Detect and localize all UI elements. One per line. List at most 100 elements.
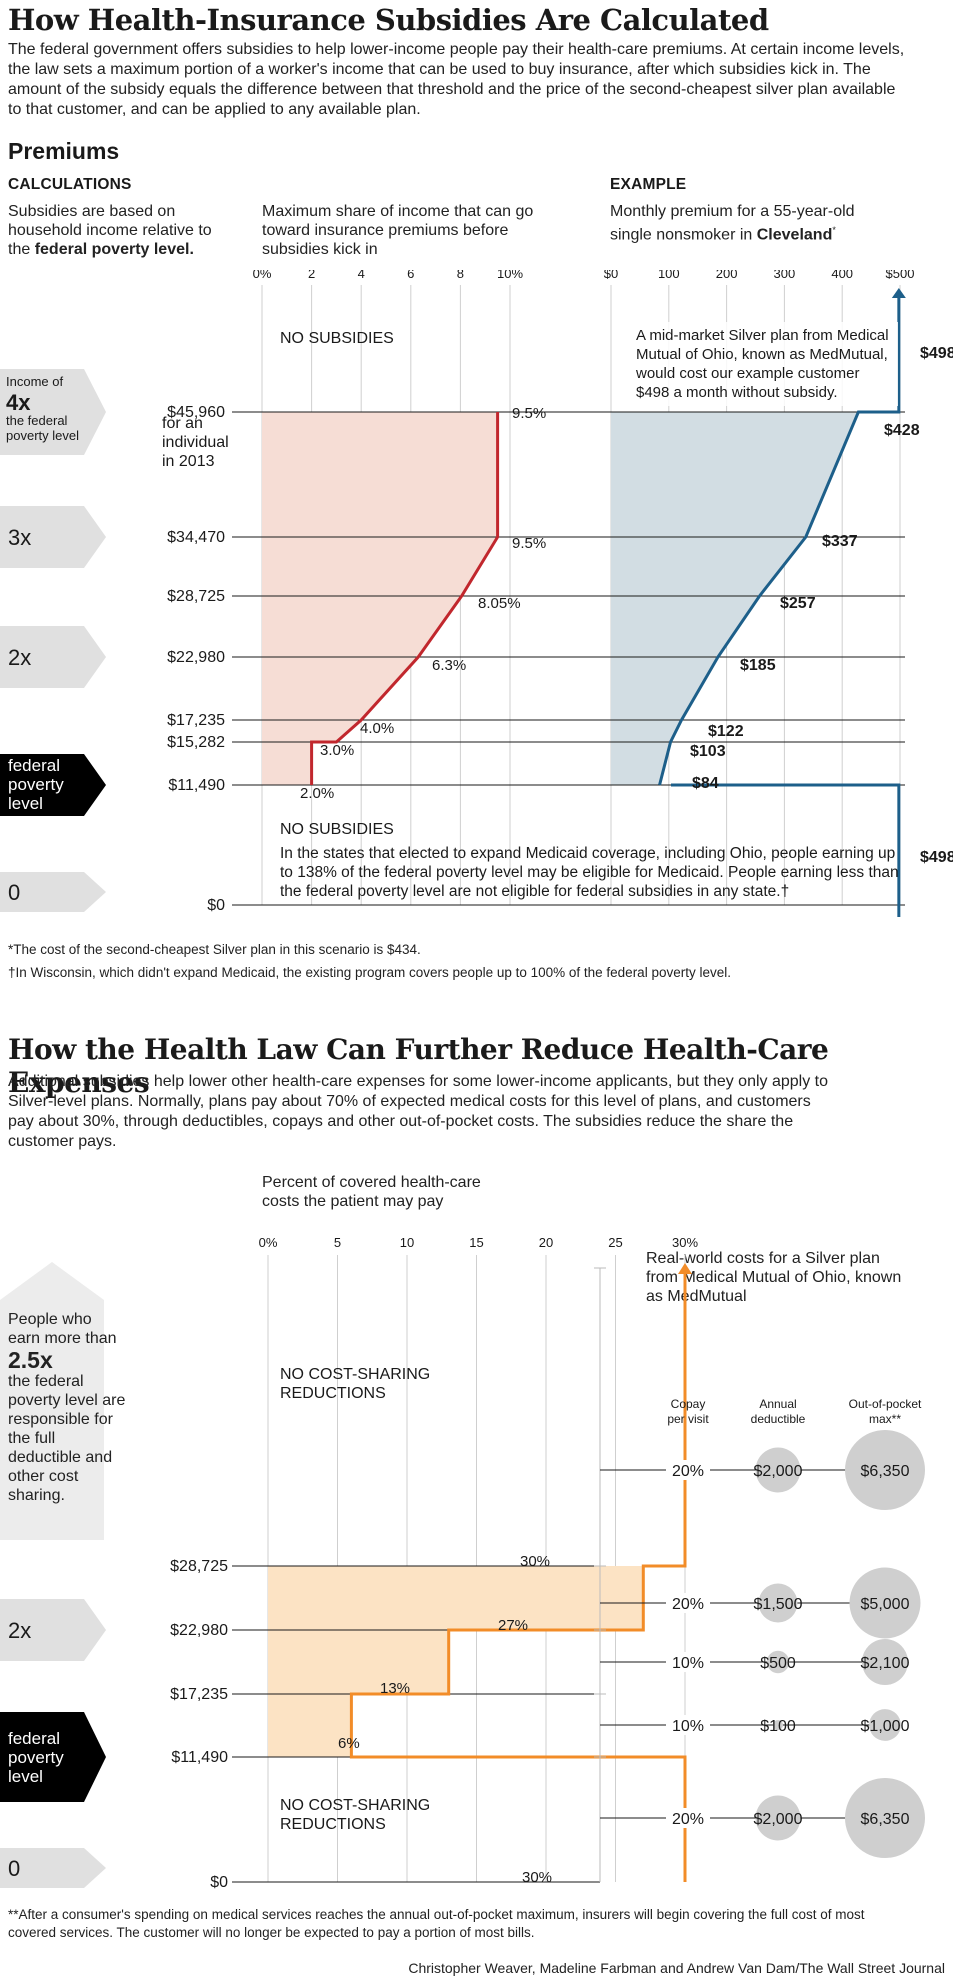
- table-header-oop-1: Out-of-pocket: [849, 1397, 922, 1411]
- table-header-oop-2: max**: [869, 1412, 901, 1426]
- premium-point-label: $103: [690, 743, 726, 760]
- premium-point-label: $257: [780, 595, 816, 612]
- premium-point-label: $84: [692, 775, 719, 792]
- oop-value: $6,350: [861, 1463, 910, 1480]
- no-csr-bottom-2: REDUCTIONS: [280, 1816, 386, 1833]
- premiums-subhead: Premiums: [8, 138, 120, 164]
- income-note-3: in 2013: [162, 453, 215, 470]
- income-label: $34,470: [167, 529, 225, 546]
- level-0-label: 0: [8, 1856, 20, 1881]
- income-note-2: individual: [162, 434, 229, 451]
- copay-bg: [666, 1460, 710, 1480]
- no-csr-bottom-1: NO COST-SHARING: [280, 1797, 430, 1814]
- cost-tick-label: 0%: [259, 1235, 278, 1250]
- income-label: $22,980: [170, 1622, 228, 1639]
- calculations-text-bold: federal poverty level.: [34, 241, 194, 258]
- premium-tick-label: 400: [831, 270, 853, 281]
- no-csr-top-1: NO COST-SHARING: [280, 1366, 430, 1383]
- chart2-chevrons: [0, 1262, 106, 1888]
- deductible-value: $2,000: [754, 1463, 803, 1480]
- no-subsidies-bottom-line: the federal poverty level are not eligib…: [280, 883, 789, 900]
- share-point-label: 3.0%: [320, 742, 354, 759]
- people-text: People who earn more than 2.5x the feder…: [8, 1310, 128, 1505]
- income-level-chevron: [0, 1848, 106, 1888]
- level-3x-label: 3x: [8, 525, 31, 550]
- income-level-chevron: [0, 1599, 106, 1661]
- level-2x-label: 2x: [8, 645, 31, 670]
- cost-tick-label: 20: [539, 1235, 553, 1250]
- income-level-chevron: [0, 369, 106, 455]
- share-point-label: 8.05%: [478, 595, 521, 612]
- income-label: $0: [210, 1874, 228, 1890]
- income-level-chevron: [0, 872, 106, 912]
- premium-annotation-bg: [628, 322, 898, 406]
- income-label: $28,725: [170, 1558, 228, 1575]
- deductible-circle: [755, 1447, 801, 1493]
- premium-annotation-line: would cost our example customer: [635, 365, 859, 382]
- chart1-income-lines: [232, 411, 905, 906]
- costs-footnote: **After a consumer's spending on medical…: [8, 1907, 865, 1940]
- copay-bg: [666, 1715, 710, 1735]
- level-fpl-line2: poverty: [8, 1748, 64, 1767]
- deductible-circle: [766, 1650, 790, 1674]
- people-line2: the federal poverty level are responsibl…: [8, 1373, 126, 1504]
- oop-value: $6,350: [861, 1811, 910, 1828]
- level-fpl-line3: level: [8, 794, 43, 813]
- costs-intro: Additional subsidies help lower other he…: [8, 1073, 829, 1150]
- income-label: $17,235: [170, 1686, 228, 1703]
- premium-point-label: $122: [708, 723, 744, 740]
- income-label: $28,725: [167, 588, 225, 605]
- table-header-copay-2: per visit: [667, 1412, 709, 1426]
- premium-annotation-line: Mutual of Ohio, known as MedMutual,: [636, 346, 888, 363]
- table-header-deductible-2: deductible: [751, 1412, 806, 1426]
- example-text-plain: Monthly premium for a 55-year-old single…: [610, 203, 855, 244]
- level-4x-line1: Income of: [6, 374, 63, 389]
- cost-arrowhead: [678, 1263, 692, 1274]
- cost-tick-label: 15: [469, 1235, 483, 1250]
- share-area: [262, 412, 498, 785]
- income-label: $0: [207, 897, 225, 914]
- share-point-label: 6.3%: [432, 657, 466, 674]
- copay-value: 20%: [672, 1811, 704, 1828]
- oop-circle: [861, 1638, 909, 1686]
- footnote-2: †In Wisconsin, which didn't expand Medic…: [8, 965, 731, 980]
- oop-circle: [845, 1778, 925, 1858]
- no-subsidies-top: NO SUBSIDIES: [280, 330, 394, 347]
- share-point-label: 2.0%: [300, 785, 334, 802]
- deductible-value: $100: [760, 1718, 796, 1735]
- people-bg-shape: [0, 1262, 104, 1540]
- share-point-label: 4.0%: [360, 720, 394, 737]
- income-level-chevron: [0, 506, 106, 568]
- share-series-line: [310, 412, 500, 785]
- premium-area: [611, 412, 859, 785]
- calculations-text-plain: Subsidies are based on household income …: [8, 203, 212, 258]
- calculations-text: Subsidies are based on household income …: [8, 202, 223, 259]
- level-4x-big: 4x: [6, 390, 31, 415]
- premium-tick-label: 200: [716, 270, 738, 281]
- cost-area: [268, 1566, 685, 1757]
- level-2x-label: 2x: [8, 1618, 31, 1643]
- premium-point-label: $337: [822, 533, 858, 550]
- income-label: $11,490: [171, 1749, 228, 1766]
- share-point-label: 9.5%: [512, 405, 546, 422]
- no-csr-top-2: REDUCTIONS: [280, 1385, 386, 1402]
- deductible-value: $1,500: [754, 1596, 803, 1613]
- chart1-areas: [262, 412, 859, 785]
- copay-value: 20%: [672, 1596, 704, 1613]
- table-header-deductible-1: Annual: [759, 1397, 796, 1411]
- people-line1: People who earn more than: [8, 1311, 117, 1347]
- level-fpl-line3: level: [8, 1767, 43, 1786]
- no-subsidies-bottom-line: to 138% of the federal poverty level may…: [280, 864, 899, 881]
- level-0-label: 0: [8, 880, 20, 905]
- share-axis-title: Maximum share of income that can go towa…: [262, 203, 534, 258]
- oop-value: $2,100: [861, 1655, 910, 1672]
- income-note-1: for an: [162, 415, 203, 432]
- premium-annotation-line: A mid-market Silver plan from Medical: [636, 327, 889, 344]
- oop-circle: [869, 1709, 901, 1741]
- income-level-chevron: [0, 754, 106, 816]
- level-fpl-line1: federal: [8, 1729, 60, 1748]
- chart2-areas: [268, 1566, 685, 1757]
- premium-point-label: $428: [884, 422, 920, 439]
